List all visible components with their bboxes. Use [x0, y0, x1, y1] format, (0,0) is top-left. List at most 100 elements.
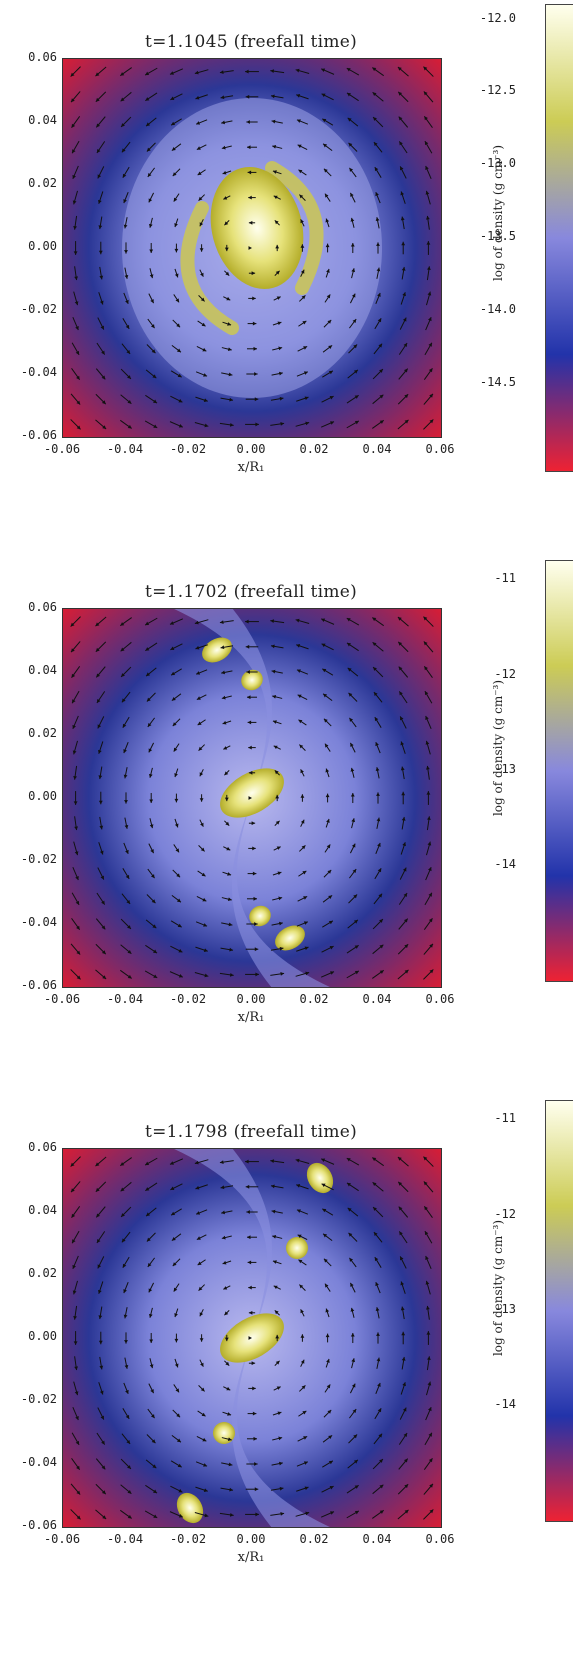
x-tick-label: -0.06	[43, 992, 81, 1006]
velocity-arrowhead	[376, 817, 381, 822]
velocity-arrowhead	[148, 198, 153, 203]
velocity-arrowhead	[98, 1315, 103, 1320]
velocity-arrowhead	[101, 1440, 105, 1445]
velocity-arrowhead	[247, 720, 252, 725]
velocity-arrowhead	[403, 368, 408, 373]
velocity-arrowhead	[199, 1312, 204, 1317]
velocity-arrowhead	[196, 1236, 201, 1240]
velocity-arrowhead	[346, 618, 351, 622]
colorbar-tick-label: -11	[494, 1111, 516, 1126]
velocity-arrowhead	[251, 821, 256, 826]
x-tick-label: 0.00	[236, 992, 266, 1006]
velocity-arrowhead	[123, 749, 127, 754]
velocity-arrowhead	[203, 1488, 208, 1492]
velocity-arrowhead	[372, 617, 377, 622]
fragment-clump	[275, 925, 305, 951]
velocity-arrowhead	[200, 1387, 205, 1392]
velocity-arrowhead	[203, 373, 208, 377]
fragment-clump	[220, 768, 284, 818]
velocity-arrowhead	[228, 372, 233, 377]
velocity-arrowhead	[277, 321, 282, 326]
x-tick-label: -0.02	[169, 992, 207, 1006]
velocity-arrowhead	[353, 1434, 358, 1439]
velocity-arrowhead	[76, 925, 80, 930]
colorbar-label: log of density (g cm⁻³)	[491, 1219, 505, 1357]
velocity-arrowhead	[276, 846, 281, 850]
velocity-arrowhead	[175, 1388, 180, 1393]
velocity-arrowhead	[248, 246, 252, 250]
density-panel-2: t=1.1702 (freefall time) 0.06 0.04 0.02 0.00…	[0, 550, 573, 1070]
velocity-arrowhead	[271, 1209, 276, 1214]
velocity-arrowhead	[270, 644, 275, 649]
velocity-arrowhead	[72, 200, 77, 205]
velocity-arrowhead	[428, 918, 433, 923]
velocity-arrowhead	[220, 645, 225, 650]
velocity-arrowhead	[226, 846, 231, 851]
velocity-arrowhead	[246, 145, 251, 150]
velocity-arrowhead	[377, 318, 382, 323]
velocity-arrowhead	[272, 1260, 277, 1264]
velocity-arrowhead	[426, 1305, 430, 1310]
velocity-arrowhead	[324, 743, 329, 748]
velocity-arrowhead	[325, 1333, 330, 1338]
velocity-arrowhead	[372, 642, 377, 647]
colorbar-tick-label: -14	[494, 857, 516, 872]
x-tick-label: -0.04	[106, 992, 144, 1006]
velocity-arrowhead	[100, 1415, 104, 1420]
velocity-arrowhead	[151, 1439, 156, 1444]
velocity-arrowhead	[404, 1509, 409, 1514]
velocity-arrowhead	[196, 146, 201, 150]
velocity-arrowhead	[196, 671, 201, 675]
velocity-arrowhead	[330, 971, 335, 975]
velocity-arrowhead	[254, 922, 258, 926]
velocity-arrowhead	[426, 266, 431, 271]
velocity-arrowhead	[175, 848, 180, 853]
velocity-arrowhead	[297, 144, 302, 149]
velocity-arrowhead	[126, 1439, 131, 1444]
velocity-arrowhead	[98, 225, 103, 230]
velocity-arrowhead	[245, 1184, 250, 1189]
density-panel-3: t=1.1798 (freefall time) 0.06 0.04 0.02 0.00…	[0, 1090, 573, 1610]
velocity-arrowhead	[71, 98, 75, 103]
velocity-arrowhead	[124, 824, 129, 829]
velocity-arrowhead	[248, 796, 252, 800]
velocity-arrowhead	[98, 749, 102, 754]
velocity-arrowhead	[404, 419, 409, 424]
velocity-arrowhead	[202, 1437, 207, 1442]
velocity-arrowhead	[151, 899, 156, 904]
velocity-arrowhead	[275, 244, 280, 249]
velocity-arrowhead	[278, 346, 283, 351]
velocity-arrowhead	[326, 294, 331, 299]
chart-title: t=1.1702 (freefall time)	[144, 582, 358, 602]
velocity-arrowhead	[99, 275, 104, 280]
velocity-arrowhead	[219, 70, 224, 74]
velocity-arrowhead	[178, 424, 183, 428]
velocity-arrowhead	[73, 801, 78, 805]
velocity-arrowhead	[173, 747, 178, 752]
velocity-arrowhead	[221, 1210, 226, 1215]
velocity-arrowhead	[172, 1262, 177, 1267]
velocity-arrowhead	[377, 1408, 382, 1413]
velocity-arrowhead	[253, 346, 258, 351]
velocity-arrowhead	[171, 1236, 176, 1241]
velocity-arrowhead	[198, 1286, 203, 1291]
velocity-arrowhead	[373, 667, 377, 671]
velocity-arrowhead	[127, 1489, 132, 1494]
velocity-arrowhead	[149, 274, 154, 279]
velocity-arrowhead	[95, 1187, 100, 1192]
velocity-arrowhead	[176, 323, 181, 328]
velocity-arrowhead	[372, 67, 377, 72]
velocity-arrowhead	[98, 775, 103, 780]
velocity-arrowhead	[298, 719, 303, 724]
colorbar-tick-label: -12	[494, 1206, 516, 1221]
velocity-arrowhead	[300, 819, 305, 824]
velocity-arrowhead	[72, 1264, 76, 1269]
velocity-arrowhead	[224, 1311, 229, 1316]
velocity-arrowhead	[296, 119, 301, 123]
velocity-arrowhead	[176, 1413, 181, 1418]
velocity-arrowhead	[195, 1185, 200, 1190]
velocity-arrowhead	[75, 326, 79, 331]
velocity-arrowhead	[403, 342, 408, 347]
velocity-arrowhead	[270, 94, 275, 99]
velocity-arrowhead	[124, 800, 128, 804]
